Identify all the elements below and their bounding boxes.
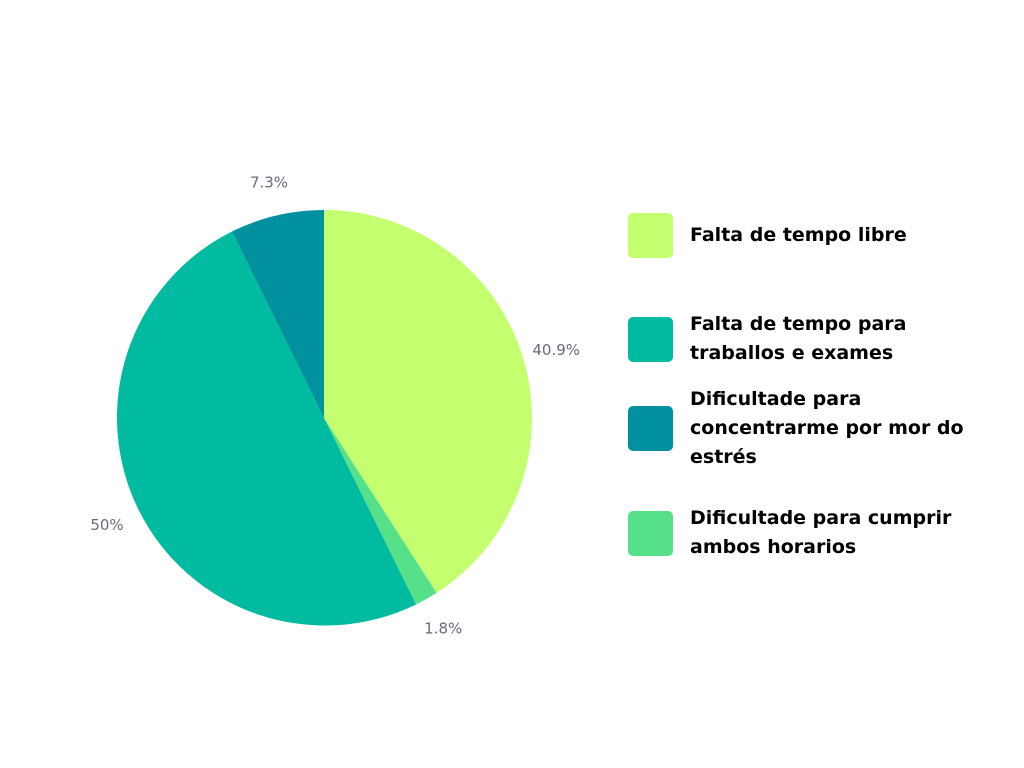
pie-slice	[116, 231, 417, 626]
pie-slice	[324, 210, 533, 593]
slice-value-label: 1.8%	[424, 620, 462, 638]
legend-label: Falta de tempo para traballos e exames	[690, 313, 907, 364]
pie-value-labels: 40.9% 1.8% 50% 7.3%	[90, 173, 580, 637]
legend-item-dificultade-concentrarme: Dificultade para concentrarme por mor do…	[628, 385, 990, 472]
legend-item-falta-tempo-libre: Falta de tempo libre	[628, 213, 990, 258]
legend-label: Dificultade para concentrarme por mor do…	[690, 388, 964, 468]
slice-value-label: 7.3%	[250, 173, 288, 191]
legend-swatch	[628, 406, 673, 451]
pie-slice	[324, 418, 437, 605]
legend-label: Falta de tempo libre	[690, 224, 907, 246]
pie-slice	[231, 210, 324, 418]
legend-swatch	[628, 510, 673, 556]
slice-value-label: 50%	[90, 516, 123, 534]
slice-value-label: 40.9%	[532, 341, 580, 359]
legend-swatch	[628, 316, 673, 362]
legend-item-dificultade-horarios: Dificultade para cumprir ambos horarios	[628, 504, 990, 562]
legend-swatch	[628, 213, 673, 258]
legend-label: Dificultade para cumprir ambos horarios	[690, 507, 952, 558]
pie-slices	[116, 210, 533, 626]
legend-item-falta-tempo-traballos: Falta de tempo para traballos e exames	[628, 310, 990, 368]
